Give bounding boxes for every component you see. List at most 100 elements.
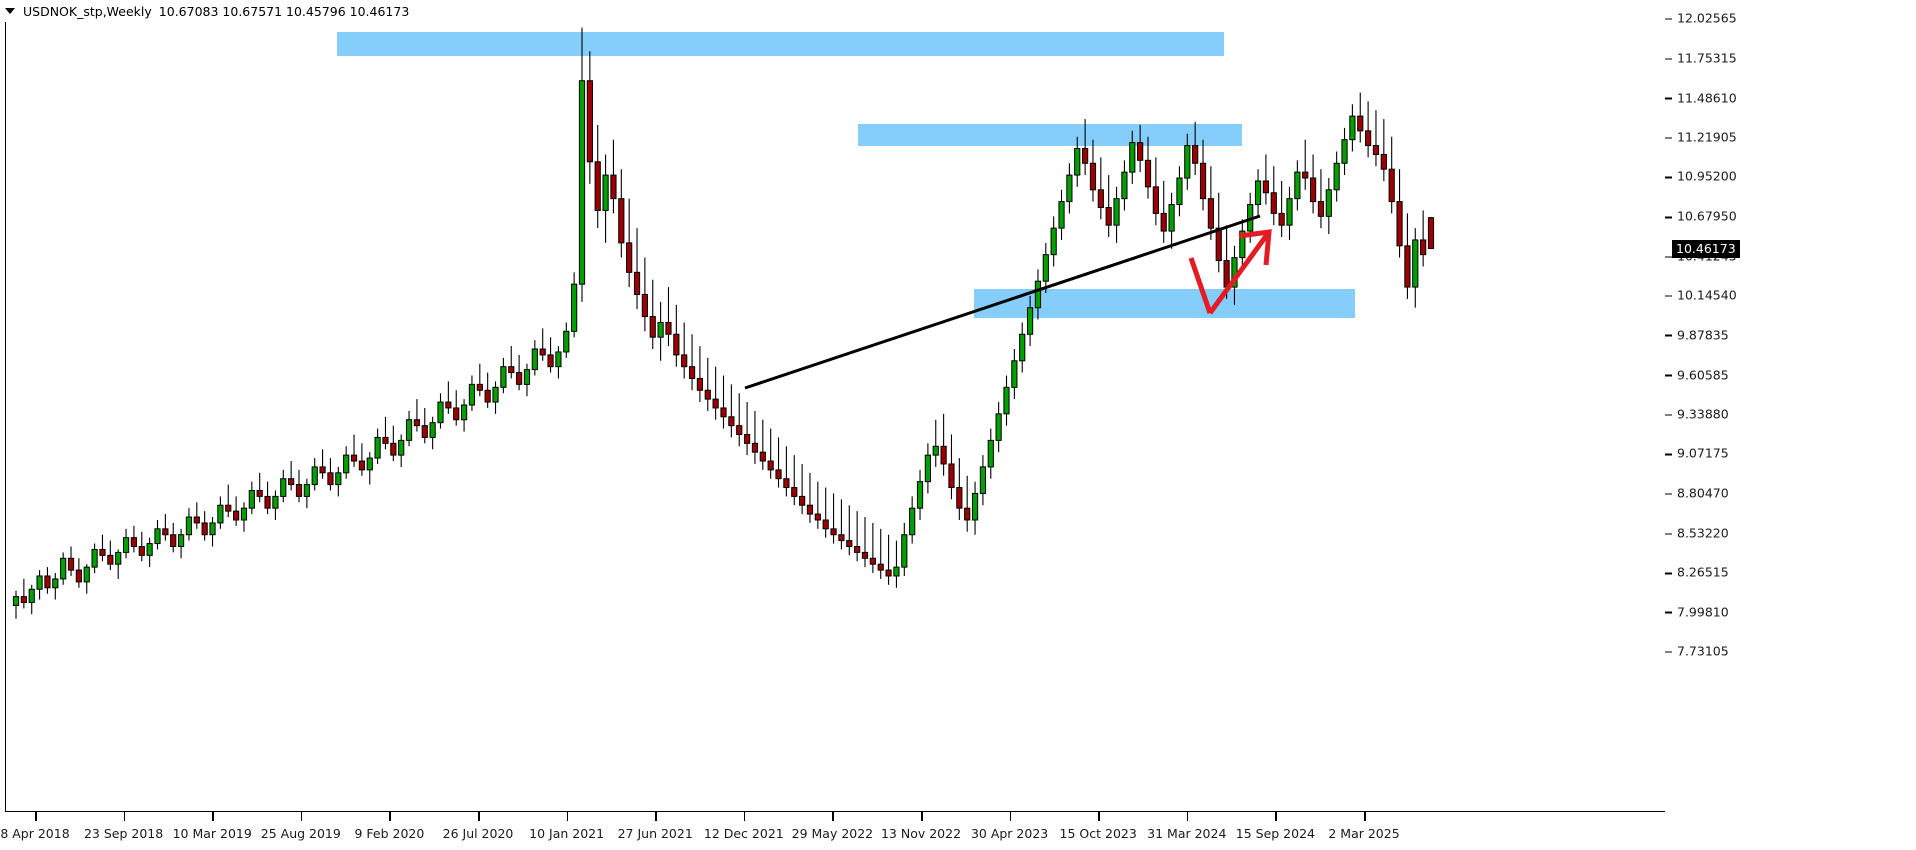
price-tick-mark xyxy=(1665,176,1672,178)
candle-body xyxy=(468,383,476,406)
candle-body xyxy=(217,504,224,524)
price-tick-text: 12.02565 xyxy=(1677,10,1737,26)
candle-body xyxy=(185,516,193,536)
candle-body xyxy=(358,460,365,471)
price-tick-label: 10.14540 xyxy=(1665,288,1737,303)
price-tick-mark xyxy=(1665,97,1672,100)
candle-body xyxy=(1294,171,1301,200)
candle-body xyxy=(610,174,617,200)
candle-body xyxy=(979,466,987,494)
candle-body xyxy=(1152,186,1159,214)
candle-body xyxy=(1192,145,1199,164)
mid-resistance-zone[interactable] xyxy=(858,124,1242,146)
date-tick-label: 27 Jun 2021 xyxy=(617,826,693,841)
candle-body xyxy=(586,80,593,163)
date-tick-mark xyxy=(1364,812,1366,821)
candle-body xyxy=(547,354,554,368)
price-tick-mark xyxy=(1665,58,1672,60)
candle-body xyxy=(1365,130,1372,147)
candle-body xyxy=(256,489,263,497)
candle-body xyxy=(366,457,373,471)
candle-body xyxy=(319,466,326,474)
price-tick-label: 9.33880 xyxy=(1665,407,1729,422)
candle-body xyxy=(563,330,570,353)
candle-body xyxy=(421,425,428,438)
candle-body xyxy=(1011,360,1018,388)
candle-body xyxy=(1427,217,1435,250)
price-axis[interactable]: 12.02565 11.75315 11.48610 11.21905 10.95200… xyxy=(1665,11,1916,812)
arrow-down-leg[interactable] xyxy=(1188,257,1213,314)
candle-body xyxy=(712,398,719,409)
price-tick-text: 11.48610 xyxy=(1677,90,1737,106)
date-tick-mark xyxy=(212,812,214,821)
date-tick-mark xyxy=(1186,812,1189,821)
current-price-tag: 10.46173 xyxy=(1672,239,1740,258)
candle-body xyxy=(877,563,884,571)
candle-body xyxy=(1137,142,1144,161)
price-tick-label: 12.02565 xyxy=(1665,11,1737,26)
candle-body xyxy=(618,198,625,244)
candle-body xyxy=(728,416,735,427)
date-tick-mark xyxy=(832,812,834,821)
candle-body xyxy=(759,451,766,462)
candle-body xyxy=(272,495,279,509)
candle-body xyxy=(1121,171,1128,200)
candle-body xyxy=(641,293,648,318)
arrow-up-leg[interactable] xyxy=(1207,230,1272,315)
date-tick-label: 23 Sep 2018 xyxy=(83,826,164,841)
candle-body xyxy=(1341,139,1348,164)
candle-body xyxy=(390,442,397,456)
ohlc-values-label: 10.67083 10.67571 10.45796 10.46173 xyxy=(158,3,410,19)
candle-body xyxy=(1168,204,1175,232)
price-tick-text: 10.95200 xyxy=(1677,168,1737,184)
candle-body xyxy=(838,534,845,542)
candle-body xyxy=(688,366,696,379)
price-tick-mark xyxy=(1665,334,1672,337)
candlestick-series xyxy=(12,27,1435,619)
price-tick-text: 10.14540 xyxy=(1677,287,1737,303)
chart-plot-area[interactable] xyxy=(5,22,1665,812)
candle-body xyxy=(1396,201,1403,247)
candle-body xyxy=(405,419,413,441)
candle-body xyxy=(52,578,59,589)
candle-body xyxy=(1239,230,1246,259)
date-axis[interactable]: 8 Apr 2018 23 Sep 2018 10 Mar 2019 25 Aug 2… xyxy=(0,812,1665,850)
date-tick-label: 15 Oct 2023 xyxy=(1059,826,1137,841)
candle-body xyxy=(20,596,27,604)
candle-body xyxy=(1019,333,1026,362)
candle-body xyxy=(1207,198,1214,229)
candle-body xyxy=(948,463,955,489)
candle-body xyxy=(492,386,499,403)
candle-body xyxy=(861,551,869,559)
candle-body xyxy=(335,472,342,486)
symbol-period-label: USDNOK_stp,Weekly xyxy=(23,3,152,19)
candle-body xyxy=(1199,162,1207,200)
candle-body xyxy=(602,174,609,211)
arrow-head-icon xyxy=(1238,229,1272,266)
candle-body xyxy=(91,548,98,568)
candle-body xyxy=(696,377,704,391)
candle-body xyxy=(248,489,255,509)
candle-body xyxy=(1412,239,1419,288)
candle-body xyxy=(909,507,916,536)
candle-body xyxy=(657,321,664,338)
ascending-trendline[interactable] xyxy=(744,214,1261,390)
candle-body xyxy=(1286,198,1293,226)
upper-resistance-zone[interactable] xyxy=(337,32,1224,56)
date-tick-mark xyxy=(300,812,303,821)
candle-body xyxy=(571,283,578,332)
candle-body xyxy=(830,528,837,536)
candle-body xyxy=(36,575,43,590)
price-tick-mark xyxy=(1665,453,1672,456)
candle-body xyxy=(783,478,790,489)
candle-body xyxy=(1420,239,1427,256)
price-tick-label: 9.07175 xyxy=(1665,446,1729,461)
candle-body xyxy=(343,454,350,474)
date-tick-mark xyxy=(35,812,37,821)
triangle-down-icon[interactable] xyxy=(5,8,15,14)
date-tick-mark xyxy=(1009,812,1012,821)
candle-body xyxy=(1357,115,1364,132)
price-tick-text: 7.99810 xyxy=(1677,604,1729,620)
price-tick-label: 8.53220 xyxy=(1665,525,1729,540)
candle-body xyxy=(99,548,106,556)
